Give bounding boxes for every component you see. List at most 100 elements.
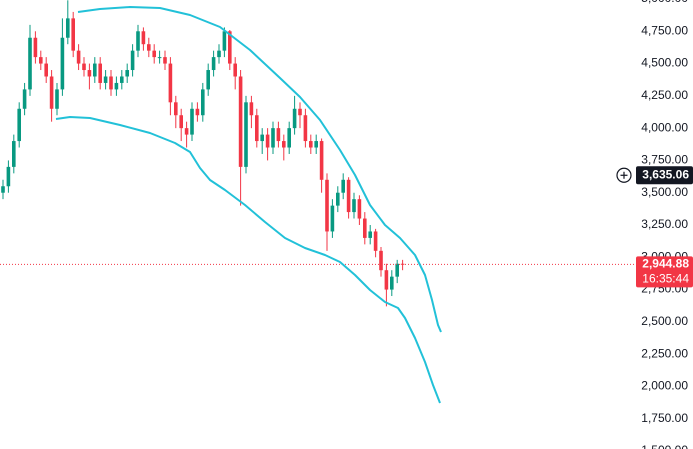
candle-body [260,134,264,142]
candle-body [17,108,21,142]
candle-body [325,179,329,232]
candle-body [217,50,221,58]
countdown-label: 16:35:44 [642,272,689,286]
y-tick-label: 2,500.00 [641,314,688,328]
candle-body [157,57,162,59]
candle-body [82,63,86,71]
candle-body [22,89,27,109]
candle-body [76,50,81,64]
candle-body [103,76,108,83]
candle-body [244,102,248,167]
candle-body [49,76,54,109]
candle-body [314,141,318,148]
candle-body [341,179,345,193]
candle-body [12,141,16,167]
y-tick-label: 2,250.00 [641,346,688,360]
candle-body [60,37,65,90]
candle-body [179,115,183,129]
candle-body [55,89,59,109]
candle-body [303,115,308,142]
candle-body [93,63,97,77]
candle-body [114,82,119,90]
candle-body [309,141,313,148]
price-axis: 5,000.00 4,750.00 4,500.00 4,250.00 4,000.00… [637,0,688,449]
candle-body [390,276,394,290]
candle-body [282,141,286,148]
candle-body [271,128,275,148]
crosshair-price-label: 3,635.06 [642,167,689,181]
candle-body [152,50,156,58]
candle-body [120,76,124,83]
candle-body [87,70,92,77]
candle-body [39,57,43,64]
candle-body [211,57,216,71]
candle-body [190,108,194,135]
y-tick-label: 3,750.00 [641,153,688,167]
crosshair-price-box [636,166,693,185]
add-alert-button[interactable] [616,167,632,183]
lower-curve-drawing [55,116,441,404]
candle-body [201,89,205,116]
plot-area [0,0,635,307]
candle-body [384,270,389,290]
y-tick-label: 3,250.00 [641,217,688,231]
y-tick-label: 4,250.00 [641,88,688,102]
candle-body [1,186,5,193]
candle-body [44,63,48,77]
candle-body [363,218,367,238]
y-tick-label: 4,000.00 [641,120,688,134]
y-tick-label: 4,750.00 [641,23,688,37]
candle-body [292,108,297,129]
candle-body [319,141,324,180]
candle-body [109,76,113,90]
candle-body [373,231,378,251]
candle-body [147,44,151,51]
candle-body [6,166,11,187]
candle-body [276,128,281,142]
candle-body [395,263,399,277]
candle-body [174,102,178,116]
last-price-label: 2,944.88 [642,257,689,271]
candle-body [168,63,173,103]
y-tick-label: 3,500.00 [641,185,688,199]
candle-body [33,37,38,58]
candle-body [28,37,32,90]
candle-body [206,70,210,90]
y-tick-label: 5,000.00 [641,0,688,5]
y-tick-label: 2,000.00 [641,379,688,393]
candle-body [71,18,75,51]
candle-body [287,128,291,148]
y-tick-label: 4,500.00 [641,56,688,70]
y-tick-label: 1,750.00 [641,411,688,425]
candle-body [228,31,232,64]
candle-body [163,57,167,64]
y-tick-label: 1,500.00 [641,443,688,449]
candle-body [298,108,302,116]
candle-body [368,231,372,238]
candle-body [357,199,362,219]
upper-curve-drawing [77,6,442,333]
candle-body [346,179,351,213]
candle-body [336,192,340,206]
candle-body [233,63,237,77]
candle-body [265,134,270,148]
candle-body [98,63,102,83]
candle-body [125,70,129,77]
candle-body [330,205,335,232]
candle-body [249,102,254,116]
candle-body [130,50,135,71]
candle-body [238,76,243,167]
candle-body [195,108,200,116]
candle-body [222,31,227,51]
candle-body [352,199,356,213]
candle-body [379,250,383,271]
last-price-box [636,256,693,288]
candle-body [141,31,146,45]
candle-body [184,128,189,135]
candle-body [136,31,140,51]
candle-body [66,18,70,38]
candle-body [255,115,259,142]
